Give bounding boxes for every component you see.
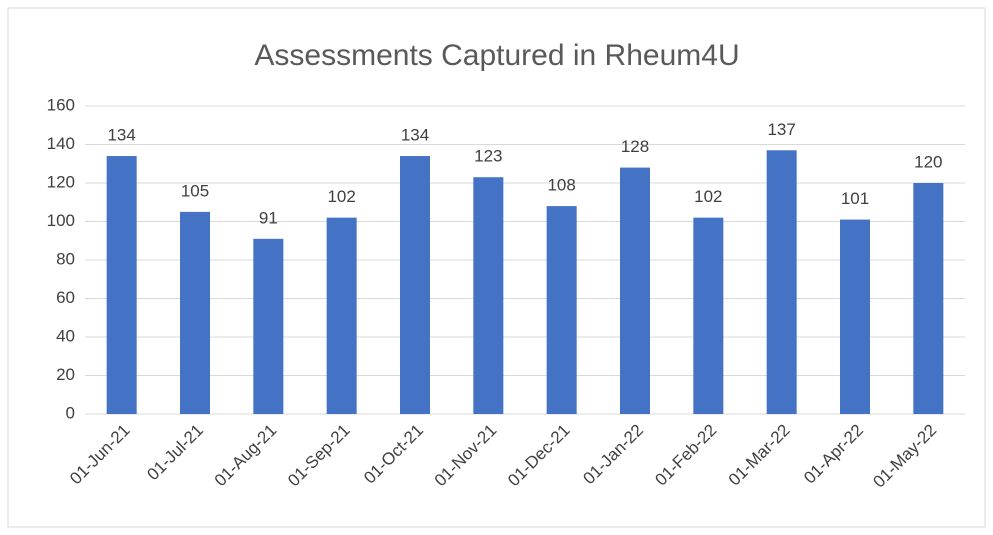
y-tick-label: 0 <box>66 403 75 422</box>
y-tick-label: 160 <box>47 95 75 114</box>
chart-title: Assessments Captured in Rheum4U <box>254 39 739 72</box>
bar <box>253 238 284 414</box>
data-label: 137 <box>767 120 795 139</box>
bar <box>106 156 137 415</box>
bar <box>473 177 504 414</box>
bar <box>326 217 357 414</box>
data-label: 134 <box>107 126 135 145</box>
bar <box>400 156 430 415</box>
y-tick-label: 140 <box>47 134 75 153</box>
data-label: 102 <box>694 187 722 206</box>
bar <box>180 211 210 414</box>
y-tick-label: 120 <box>47 172 75 191</box>
bar <box>840 219 870 414</box>
data-label: 128 <box>621 137 649 156</box>
y-tick-label: 40 <box>56 326 75 345</box>
y-tick-label: 100 <box>47 211 75 230</box>
data-label: 91 <box>259 208 278 227</box>
bar <box>913 183 944 414</box>
data-label: 108 <box>547 176 575 195</box>
y-tick-label: 60 <box>56 288 75 307</box>
bar <box>766 150 797 414</box>
y-tick-label: 20 <box>56 365 75 384</box>
data-label: 101 <box>841 189 869 208</box>
data-label: 134 <box>401 126 429 145</box>
data-label: 105 <box>181 181 209 200</box>
data-label: 120 <box>914 152 942 171</box>
y-tick-label: 80 <box>56 249 75 268</box>
data-label: 102 <box>327 187 355 206</box>
bar <box>546 206 577 414</box>
bar <box>620 167 650 414</box>
bar <box>693 217 724 414</box>
data-label: 123 <box>474 147 502 166</box>
